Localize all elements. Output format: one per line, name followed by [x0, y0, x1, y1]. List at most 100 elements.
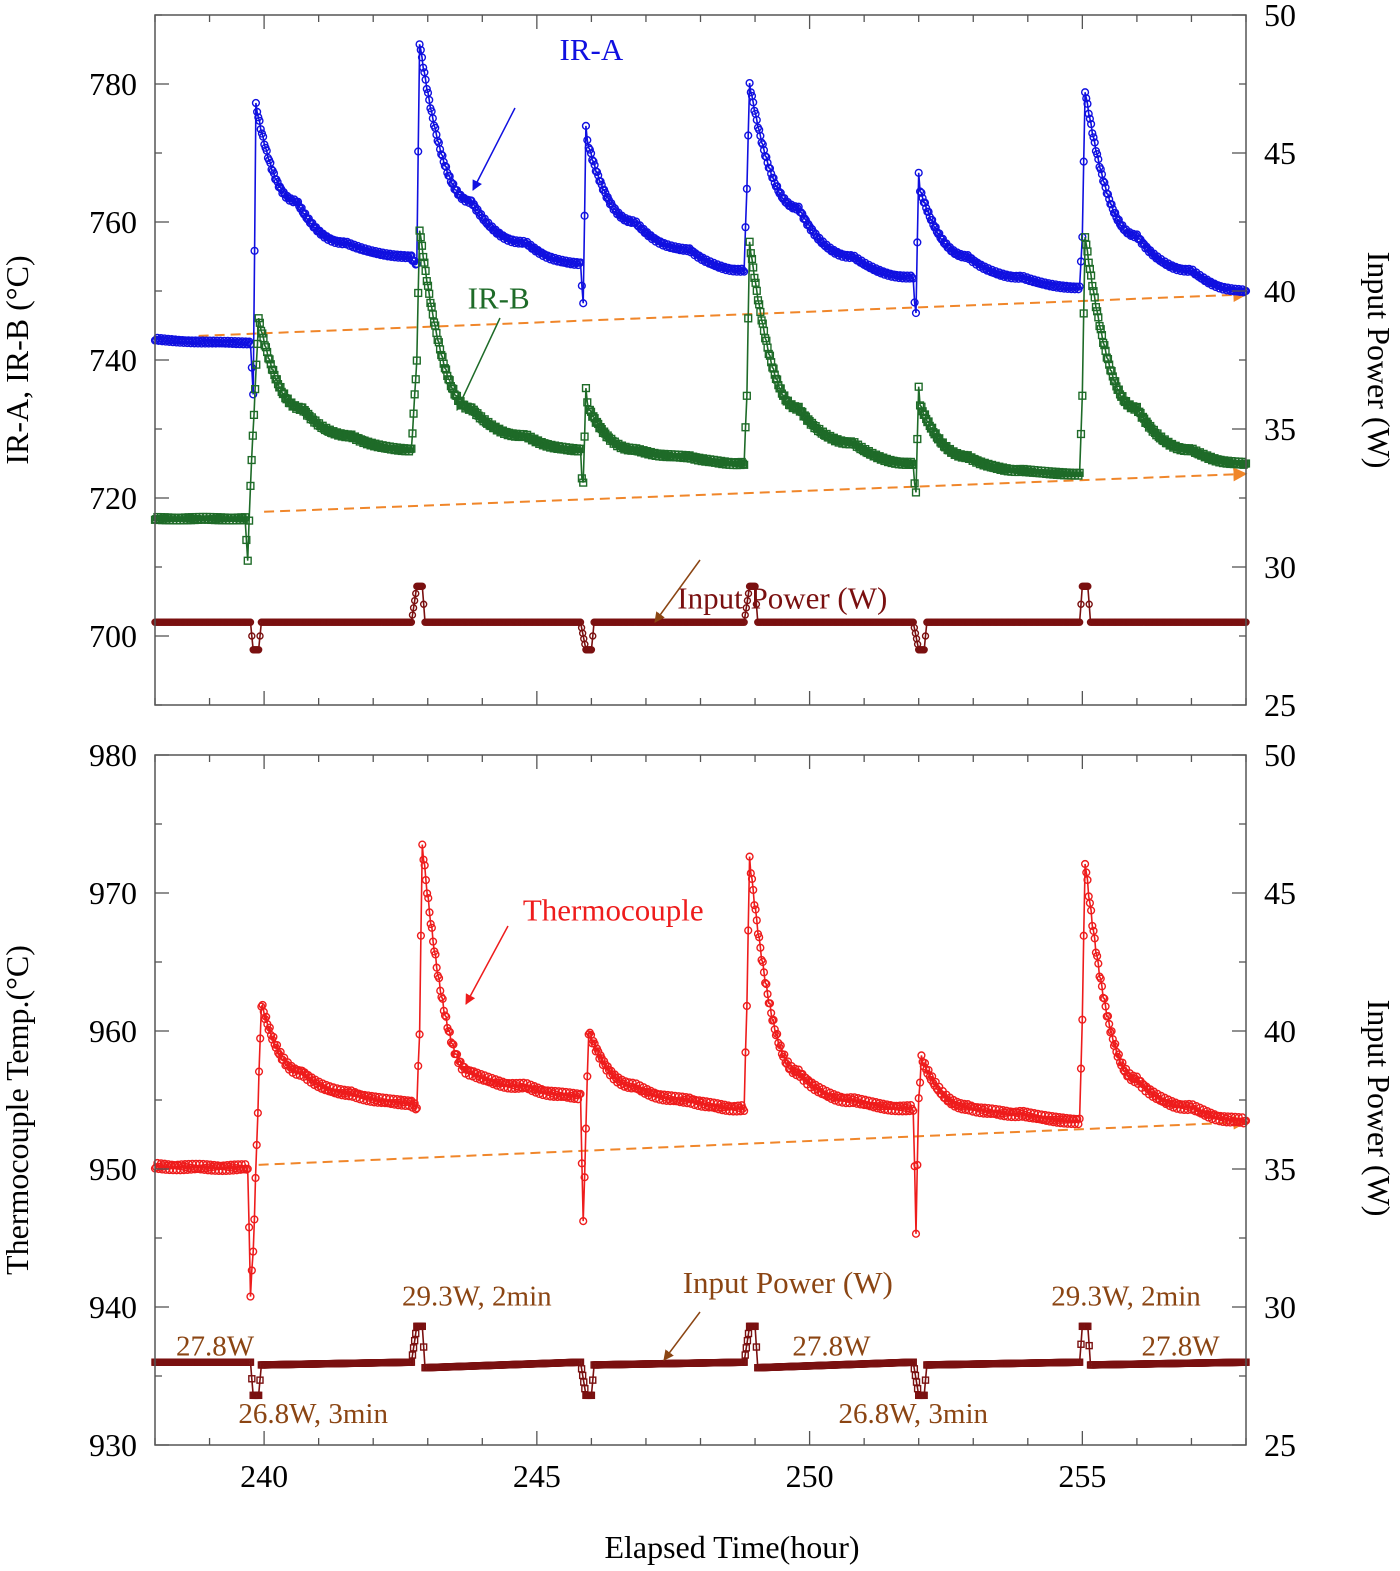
- ir-a-point: [425, 95, 434, 105]
- ir-b-point: [764, 349, 773, 359]
- ir-a-point: [259, 132, 268, 141]
- top-data-series: [150, 40, 1251, 654]
- y2-tick-label: 50: [1264, 737, 1296, 773]
- top-trend-lines: [198, 287, 1248, 513]
- y2-tick-label: 40: [1264, 1013, 1296, 1049]
- x-tick-label: 255: [1058, 1458, 1106, 1494]
- ir-b-point: [749, 263, 758, 272]
- ir-b-point: [255, 318, 264, 327]
- ir-a-point: [1096, 165, 1105, 174]
- ir-b-point: [1097, 331, 1107, 340]
- ir-b-point: [411, 375, 420, 384]
- ir-b-point: [910, 479, 919, 488]
- input-power-w-point: [409, 604, 418, 612]
- ir-a-point: [874, 266, 883, 276]
- bottom-axis-ticks: 240 245 250 2559309409509609709802530354045…: [89, 737, 1296, 1494]
- ir-a-point: [1083, 99, 1092, 108]
- ir-b-point: [583, 398, 592, 407]
- ir-a-point: [915, 187, 925, 196]
- bottom-power-pointer-arrow: [663, 1311, 701, 1361]
- ir-b-point: [243, 556, 252, 565]
- ir-b-point: [1111, 377, 1120, 386]
- ir-a-point: [433, 136, 442, 146]
- ir-b-point: [770, 370, 779, 379]
- ir-b-point: [1099, 338, 1108, 347]
- ir-a-point: [581, 121, 591, 131]
- power-note-27-8w-2: 27.8W: [792, 1330, 871, 1362]
- ir-a-point: [769, 173, 778, 183]
- ir-b-point: [751, 278, 760, 287]
- ir-b-point: [755, 300, 764, 309]
- y-tick-label: 700: [89, 618, 137, 654]
- bottom-input-power-label: Input Power (W): [683, 1265, 893, 1300]
- ir-b-point: [420, 258, 429, 267]
- ir-a-point: [1166, 262, 1175, 271]
- ir-b-point: [577, 474, 586, 483]
- ir-b-point: [773, 375, 782, 384]
- ir-b-point: [580, 432, 589, 441]
- ir-b-point: [416, 233, 425, 242]
- input-power-w-point: [407, 618, 416, 626]
- ir-a-point: [910, 298, 919, 307]
- ir-b-point: [769, 364, 778, 373]
- ir-b-pointer-arrow: [456, 317, 501, 411]
- top-y-axis-label: IR-A, IR-B (°C): [0, 255, 35, 464]
- ir-b-point: [1096, 325, 1105, 334]
- ir-b-point: [1076, 429, 1086, 439]
- ir-b-point: [408, 429, 417, 438]
- ir-b-point: [428, 310, 437, 319]
- ir-b-label: IR-B: [468, 280, 530, 315]
- ir-a-point: [1082, 94, 1091, 103]
- y-tick-label: 950: [89, 1151, 137, 1187]
- ir-b-point: [242, 535, 251, 545]
- input-power-w-series: [151, 582, 1250, 654]
- ir-b-point: [576, 444, 585, 453]
- ir-b-point: [742, 391, 751, 400]
- ir-b-point: [269, 365, 278, 375]
- input-power-w-point: [587, 646, 596, 654]
- ir-a-point: [571, 258, 580, 268]
- ir-b-point: [419, 252, 428, 262]
- ir-b-point: [917, 402, 926, 411]
- ir-b-point: [244, 516, 254, 525]
- ir-a-point: [752, 115, 761, 125]
- ir-b-point: [914, 382, 923, 391]
- y2-tick-label: 40: [1264, 273, 1296, 309]
- bottom-y2-axis-label: Input Power (W): [1361, 1000, 1397, 1217]
- ir-b-point: [756, 307, 765, 317]
- y2-tick-label: 45: [1264, 135, 1296, 171]
- power-note-27-8w-1: 27.8W: [176, 1330, 255, 1362]
- ir-b-point: [409, 409, 418, 418]
- ir-a-point: [742, 184, 751, 193]
- ir-a-point: [445, 172, 454, 181]
- ir-b-point: [1078, 391, 1087, 400]
- ir-a-point: [253, 107, 262, 116]
- ir-a-point: [251, 98, 261, 108]
- ir-b-point: [1103, 354, 1113, 364]
- x-tick-label: 250: [786, 1458, 834, 1494]
- ir-b-point: [1087, 271, 1096, 280]
- ir-b-point: [740, 460, 749, 469]
- ir-b-point: [248, 431, 257, 440]
- ir-a-point: [416, 45, 425, 55]
- ir-b-point: [445, 376, 454, 385]
- ir-a-pointer-arrow: [472, 107, 516, 191]
- ir-a-point: [417, 53, 427, 62]
- ir-b-point: [422, 277, 431, 286]
- ir-b-point: [1091, 303, 1101, 312]
- power-note-29-3w-2: 29.3W, 2min: [1051, 1281, 1201, 1313]
- bottom-y-axis-label: Thermocouple Temp.(°C): [0, 945, 35, 1275]
- ir-b-point: [907, 459, 917, 468]
- ir-a-point: [1089, 133, 1098, 142]
- ir-a-point: [924, 207, 933, 216]
- ir-a-point: [870, 265, 879, 274]
- ir-a-point: [437, 150, 446, 159]
- ir-a-point: [577, 281, 586, 290]
- input-power-w-series: [151, 1322, 1250, 1400]
- ir-a-point: [1107, 200, 1116, 209]
- ir-a-point: [1087, 119, 1096, 129]
- ir-b-point: [407, 444, 416, 453]
- y-tick-label: 940: [89, 1289, 137, 1325]
- ir-b-point: [266, 360, 275, 369]
